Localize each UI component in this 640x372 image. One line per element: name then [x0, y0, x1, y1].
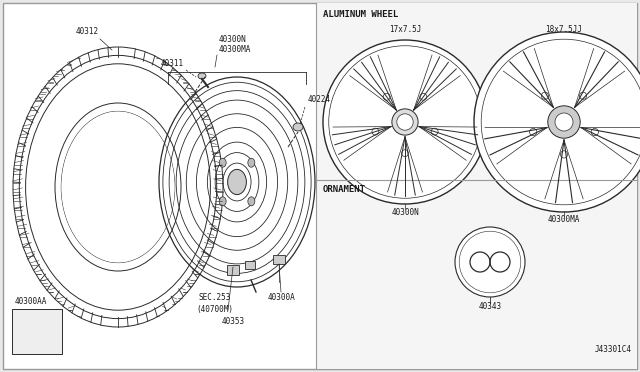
Text: 40300A: 40300A [267, 293, 295, 302]
Text: 40353: 40353 [221, 317, 244, 326]
Circle shape [383, 93, 390, 100]
Circle shape [392, 109, 418, 135]
Bar [12, 309, 62, 354]
Text: J43301C4: J43301C4 [595, 345, 632, 354]
Ellipse shape [198, 73, 206, 79]
Circle shape [591, 128, 598, 136]
Circle shape [474, 32, 640, 212]
Ellipse shape [293, 123, 303, 131]
Circle shape [561, 151, 568, 158]
Ellipse shape [248, 197, 255, 206]
Circle shape [548, 106, 580, 138]
Circle shape [475, 257, 485, 267]
Circle shape [401, 150, 408, 157]
Text: 40343: 40343 [479, 302, 502, 311]
Bar [316, 3, 637, 369]
Ellipse shape [61, 111, 175, 263]
Text: SEC.253: SEC.253 [199, 293, 231, 302]
Text: 40300N: 40300N [219, 35, 247, 44]
Circle shape [579, 92, 587, 99]
Text: ORNAMENT: ORNAMENT [323, 185, 366, 194]
Bar [245, 261, 255, 269]
Circle shape [455, 227, 525, 297]
Text: 40224: 40224 [308, 95, 331, 104]
Circle shape [397, 114, 413, 130]
Text: 40312: 40312 [76, 27, 99, 36]
Circle shape [555, 113, 573, 131]
Circle shape [495, 257, 505, 267]
Circle shape [372, 128, 379, 135]
Text: 40300MA: 40300MA [219, 45, 252, 54]
Circle shape [323, 40, 487, 204]
Circle shape [420, 93, 427, 100]
Ellipse shape [248, 158, 255, 167]
Ellipse shape [219, 158, 226, 167]
Text: 40300AA: 40300AA [15, 297, 47, 306]
Circle shape [431, 128, 438, 135]
Text: 40311: 40311 [161, 59, 184, 68]
Bar [227, 265, 239, 275]
Ellipse shape [228, 169, 246, 195]
Text: (40700M): (40700M) [196, 305, 234, 314]
Text: ALUMINUM WHEEL: ALUMINUM WHEEL [323, 10, 398, 19]
Text: 40300MA: 40300MA [548, 215, 580, 224]
Text: 18x7.5JJ: 18x7.5JJ [545, 25, 582, 34]
Circle shape [541, 92, 548, 99]
Ellipse shape [219, 197, 226, 206]
Text: 17x7.5J: 17x7.5J [389, 25, 421, 34]
Bar [273, 255, 285, 264]
Text: 40300N: 40300N [391, 208, 419, 217]
Circle shape [529, 128, 537, 136]
